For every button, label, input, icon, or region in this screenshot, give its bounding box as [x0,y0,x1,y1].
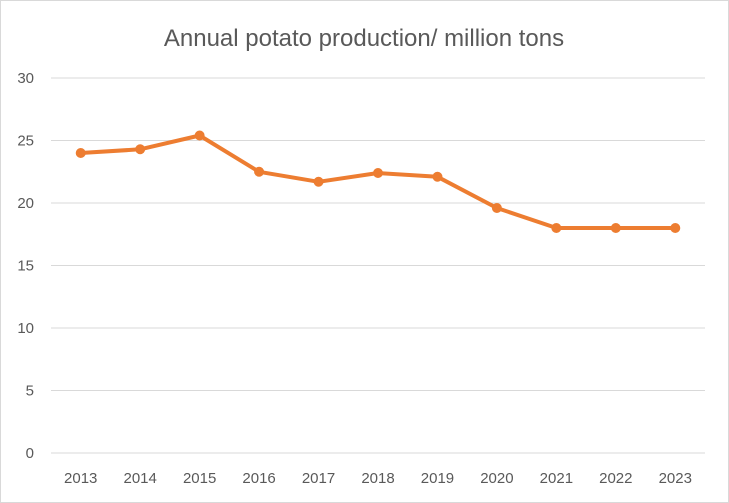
x-tick-label: 2017 [302,470,335,487]
x-tick-label: 2014 [123,470,156,487]
data-point-2023 [670,223,681,233]
data-point-2016 [254,166,265,177]
data-point-2014 [135,144,146,155]
data-point-2019 [432,171,443,182]
x-tick-label: 2022 [599,470,632,487]
chart-title: Annual potato production/ million tons [164,25,564,52]
gridlines [51,77,705,454]
series-group [75,130,681,233]
data-point-2013 [75,148,86,158]
data-point-2018 [373,168,383,178]
x-tick-label: 2016 [242,470,275,487]
y-tick-label: 10 [17,320,34,337]
data-point-2017 [313,176,324,187]
y-axis-ticks: 0 5 10 15 20 25 30 [17,70,34,462]
x-tick-label: 2021 [540,470,573,487]
data-point-2021 [551,223,562,233]
data-point-2015 [194,130,205,141]
data-point-2022 [610,223,621,233]
x-tick-label: 2023 [659,470,692,487]
series-line [78,133,678,230]
y-tick-label: 0 [26,445,34,462]
y-tick-label: 30 [17,70,34,87]
y-tick-label: 20 [17,195,34,212]
x-tick-label: 2018 [361,470,394,487]
x-tick-label: 2020 [480,470,513,487]
y-tick-label: 5 [26,383,34,400]
x-tick-label: 2013 [64,470,97,487]
x-axis-ticks: 2013 2014 2015 2016 2017 2018 2019 2020 2021 2022… [64,470,692,487]
y-tick-label: 15 [17,258,34,275]
y-tick-label: 25 [17,133,34,150]
data-point-2020 [491,203,502,213]
x-tick-label: 2019 [421,470,454,487]
x-tick-label: 2015 [183,470,216,487]
